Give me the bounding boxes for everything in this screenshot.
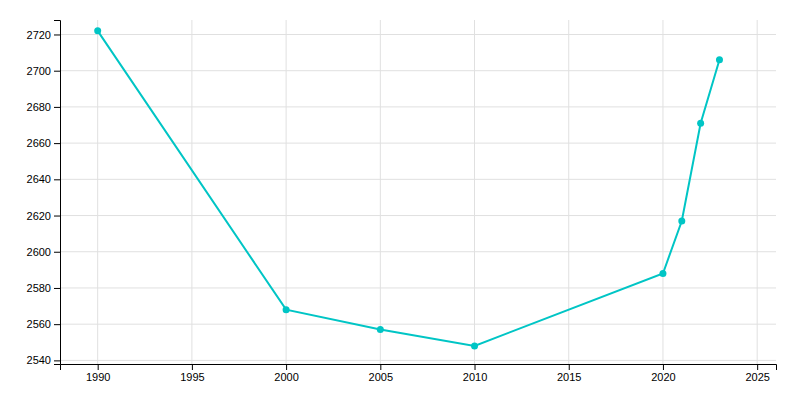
- grid-line: [60, 360, 776, 361]
- tick-mark: [54, 179, 60, 180]
- y-axis: 2540 2560 2580 2600 2620 2640 2660 2680 2700 2720: [27, 21, 61, 367]
- tick-label: 2620: [27, 210, 51, 222]
- tick-mark: [380, 364, 381, 370]
- x-axis: 1990 1995 2000 2005 2010 2015 2020 2025: [61, 364, 777, 383]
- tick-mark: [54, 252, 60, 253]
- plot-area: [94, 27, 723, 349]
- grid-line: [60, 106, 776, 107]
- grid-line: [568, 20, 569, 364]
- tick-mark: [663, 364, 664, 370]
- grid-line: [60, 287, 776, 288]
- point: [471, 342, 478, 349]
- point: [283, 306, 290, 313]
- grid-line: [60, 143, 776, 144]
- point: [716, 56, 723, 63]
- tick-label: 2700: [27, 65, 51, 77]
- tick-mark: [757, 364, 758, 370]
- tick-mark: [569, 364, 570, 370]
- grid-line: [60, 179, 776, 180]
- tick: 1990: [86, 364, 110, 383]
- tick-label: 2025: [745, 371, 769, 383]
- tick-label: 2020: [651, 371, 675, 383]
- axis-line: [54, 21, 61, 365]
- tick-mark: [54, 143, 60, 144]
- grid-line: [60, 324, 776, 325]
- tick: 2025: [745, 364, 769, 383]
- line: [98, 31, 720, 346]
- grid-line: [474, 20, 475, 364]
- tick: 2580: [27, 282, 60, 294]
- point: [377, 326, 384, 333]
- tick-label: 2680: [27, 101, 51, 113]
- grid-line: [60, 34, 776, 35]
- tick-label: 2000: [274, 371, 298, 383]
- tick-label: 2600: [27, 246, 51, 258]
- tick-label: 1995: [180, 371, 204, 383]
- tick: 2700: [27, 65, 60, 77]
- grid-line: [60, 215, 776, 216]
- tick-label: 2660: [27, 137, 51, 149]
- tick: 2015: [557, 364, 581, 383]
- tick-mark: [98, 364, 99, 370]
- tick-mark: [54, 288, 60, 289]
- tick-mark: [54, 216, 60, 217]
- grid-line: [60, 251, 776, 252]
- grid-line: [60, 70, 776, 71]
- grid-line: [757, 20, 758, 364]
- tick: 2640: [27, 173, 60, 185]
- tick: 1995: [180, 364, 204, 383]
- tick: 2540: [27, 354, 60, 366]
- axis-line: [61, 365, 777, 371]
- tick-mark: [192, 364, 193, 370]
- grid: [60, 20, 776, 364]
- tick-label: 2640: [27, 173, 51, 185]
- tick: 2000: [274, 364, 298, 383]
- point: [697, 120, 704, 127]
- grid-line: [380, 20, 381, 364]
- tick-mark: [54, 107, 60, 108]
- tick-label: 2540: [27, 354, 51, 366]
- tick-label: 2720: [27, 29, 51, 41]
- tick-mark: [54, 34, 60, 35]
- tick-mark: [54, 324, 60, 325]
- tick: 2020: [651, 364, 675, 383]
- tick-label: 2580: [27, 282, 51, 294]
- tick: 2660: [27, 137, 60, 149]
- tick: 2620: [27, 210, 60, 222]
- tick: 2010: [463, 364, 487, 383]
- tick: 2680: [27, 101, 60, 113]
- tick: 2560: [27, 318, 60, 330]
- tick-label: 2005: [369, 371, 393, 383]
- tick-mark: [286, 364, 287, 370]
- point: [94, 27, 101, 34]
- grid-line: [97, 20, 98, 364]
- tick-label: 2010: [463, 371, 487, 383]
- point: [659, 270, 666, 277]
- grid-line: [191, 20, 192, 364]
- tick-label: 2560: [27, 318, 51, 330]
- tick-label: 1990: [86, 371, 110, 383]
- tick-label: 2015: [557, 371, 581, 383]
- tick-mark: [475, 364, 476, 370]
- grid-line: [662, 20, 663, 364]
- point: [678, 217, 685, 224]
- tick: 2005: [369, 364, 393, 383]
- tick: 2600: [27, 246, 60, 258]
- chart: 1990 1995 2000 2005 2010 2015 2020 2025 2540 2560…: [0, 0, 800, 400]
- tick: 2720: [27, 29, 60, 41]
- tick-mark: [54, 71, 60, 72]
- tick-mark: [54, 360, 60, 361]
